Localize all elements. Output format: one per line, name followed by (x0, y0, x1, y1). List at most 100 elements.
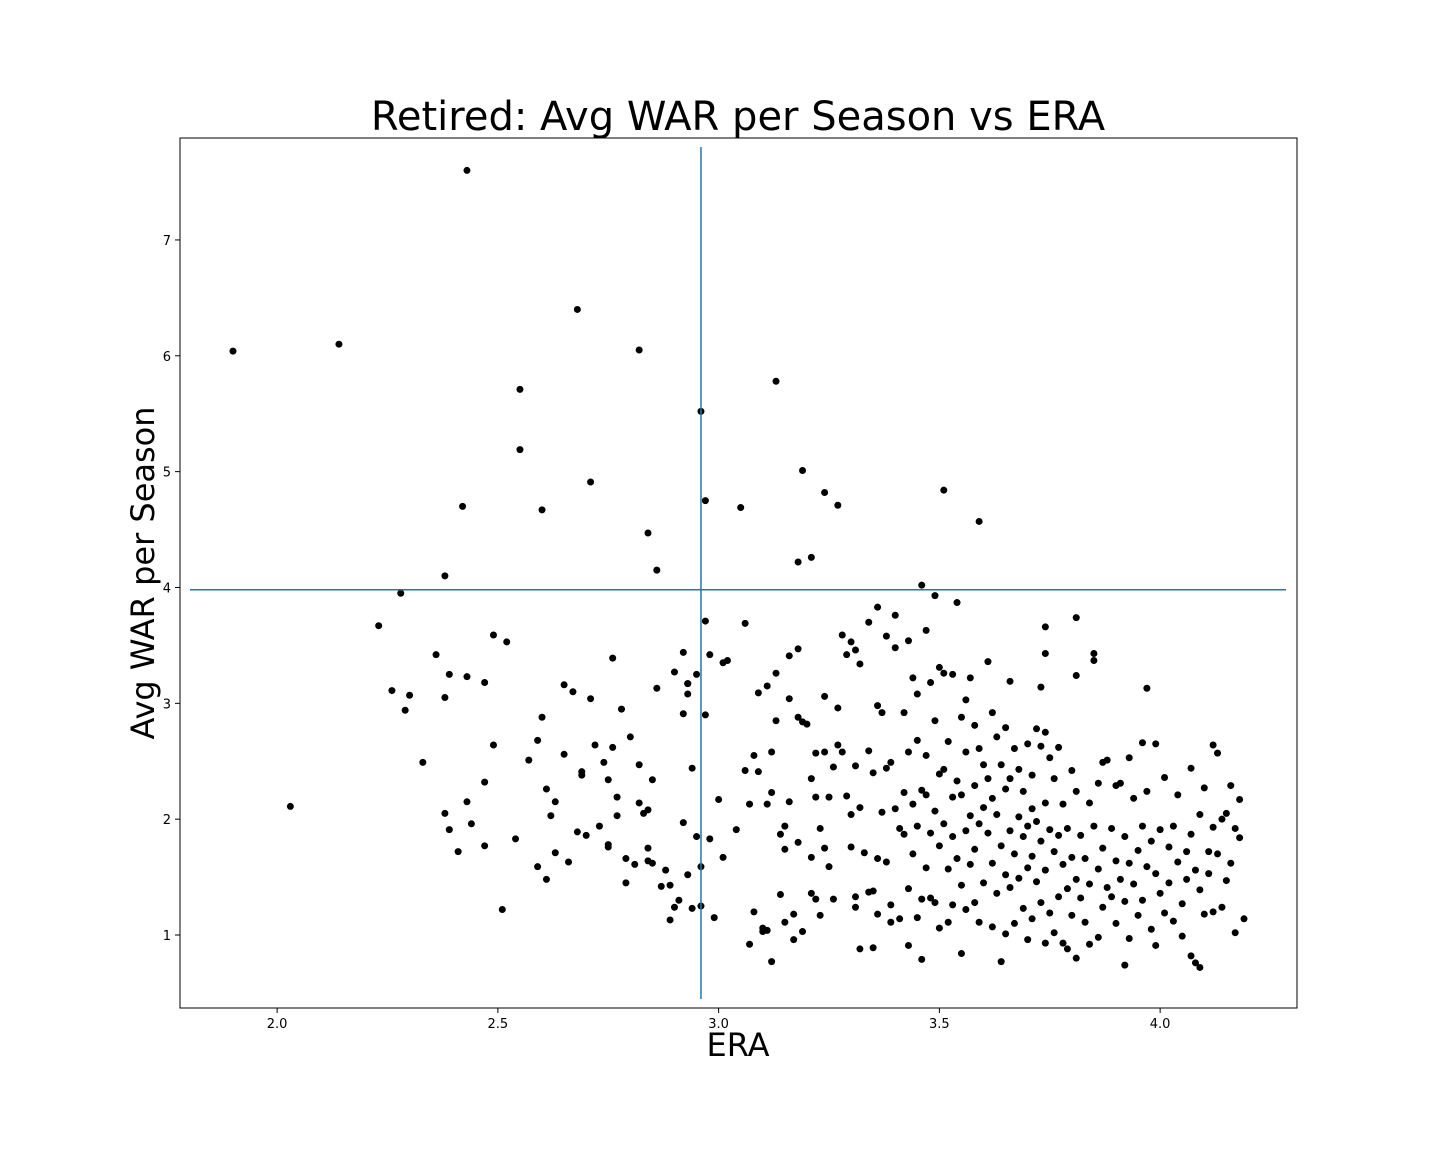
data-point (1231, 824, 1239, 832)
data-point (1103, 884, 1111, 892)
data-point (1174, 791, 1182, 799)
data-point (980, 879, 988, 887)
data-point (684, 680, 692, 688)
data-point (927, 829, 935, 837)
data-point (913, 914, 921, 922)
data-point (1227, 859, 1235, 867)
data-point (851, 893, 859, 901)
data-point (1063, 885, 1071, 893)
data-point (1121, 897, 1129, 905)
data-point (949, 901, 957, 909)
data-point (1002, 724, 1010, 732)
data-point (913, 690, 921, 698)
data-point (1094, 865, 1102, 873)
data-point (1183, 848, 1191, 856)
data-point (397, 589, 405, 597)
data-point (1099, 844, 1107, 852)
data-point (1165, 879, 1173, 887)
data-point (900, 709, 908, 717)
data-point (481, 778, 489, 786)
data-point (790, 910, 798, 918)
data-point (1072, 672, 1080, 680)
data-point (812, 793, 820, 801)
data-point (1209, 908, 1217, 916)
data-point (560, 750, 568, 758)
data-point (746, 800, 754, 808)
data-point (874, 603, 882, 611)
data-point (1033, 817, 1041, 825)
data-point (419, 758, 427, 766)
data-point (1068, 767, 1076, 775)
data-point (1024, 822, 1032, 830)
data-point (1209, 741, 1217, 749)
data-point (1006, 884, 1014, 892)
data-point (551, 798, 559, 806)
data-point (816, 911, 824, 919)
data-point (878, 808, 886, 816)
data-point (684, 871, 692, 879)
data-point (1033, 878, 1041, 886)
data-point (542, 875, 550, 883)
data-point (935, 663, 943, 671)
data-point (988, 794, 996, 802)
data-point (670, 903, 678, 911)
data-point (635, 761, 643, 769)
data-point (922, 751, 930, 759)
data-point (927, 894, 935, 902)
data-point (794, 645, 802, 653)
data-point (807, 853, 815, 861)
data-point (768, 958, 776, 966)
data-point (975, 918, 983, 926)
data-point (1152, 870, 1160, 878)
data-point (1200, 910, 1208, 918)
data-point (1010, 850, 1018, 858)
data-point (445, 670, 453, 678)
data-point (737, 504, 745, 512)
data-point (719, 853, 727, 861)
data-point (516, 385, 524, 393)
data-point (1205, 848, 1213, 856)
data-point (675, 896, 683, 904)
data-point (984, 829, 992, 837)
data-point (1138, 739, 1146, 747)
data-point (913, 736, 921, 744)
data-point (1231, 929, 1239, 937)
data-point (909, 674, 917, 682)
data-point (644, 529, 652, 537)
data-point (701, 497, 709, 505)
data-point (1046, 909, 1054, 917)
data-point (975, 745, 983, 753)
data-point (538, 506, 546, 514)
data-point (481, 842, 489, 850)
data-point (825, 793, 833, 801)
data-point (900, 830, 908, 838)
data-point (1041, 799, 1049, 807)
data-point (595, 822, 603, 830)
data-point (1037, 899, 1045, 907)
data-point (785, 798, 793, 806)
data-point (618, 705, 626, 713)
data-point (927, 678, 935, 686)
data-point (551, 849, 559, 857)
data-point (874, 702, 882, 710)
data-point (1103, 756, 1111, 764)
y-axis-ticks: 1 2 3 4 5 6 7 (163, 234, 180, 944)
data-point (935, 770, 943, 778)
data-point (1161, 909, 1169, 917)
data-point (1134, 846, 1142, 854)
data-point (953, 777, 961, 785)
data-point (1033, 725, 1041, 733)
data-point (688, 764, 696, 772)
data-point (609, 743, 617, 751)
data-point (957, 713, 965, 721)
data-point (498, 906, 506, 914)
data-point (644, 806, 652, 814)
data-point (516, 446, 524, 454)
data-point (1041, 939, 1049, 947)
data-point (445, 826, 453, 834)
data-point (679, 819, 687, 827)
data-point (1169, 822, 1177, 830)
data-point (710, 914, 718, 922)
data-point (666, 881, 674, 889)
